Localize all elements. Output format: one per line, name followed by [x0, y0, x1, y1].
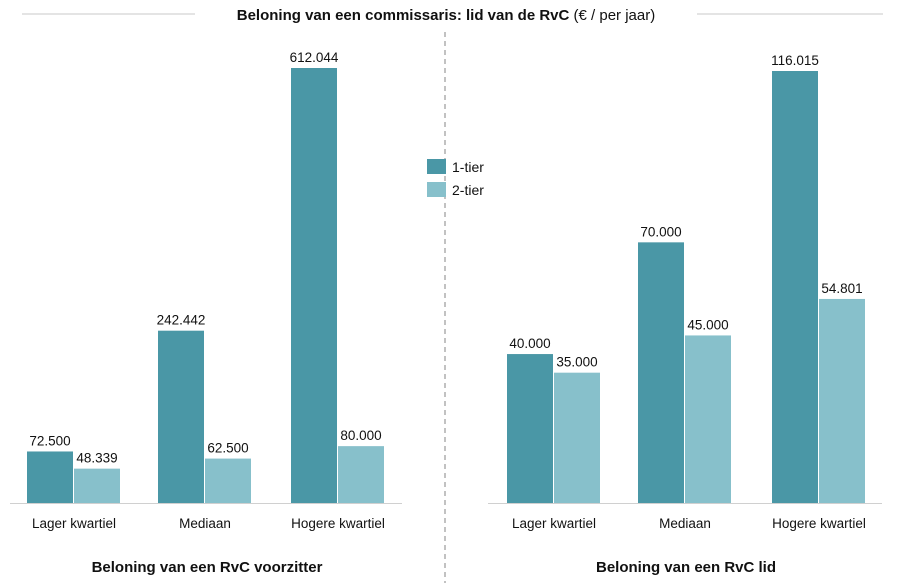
subchart-title: Beloning van een RvC voorzitter	[92, 559, 323, 576]
bar-2-tier-1	[554, 372, 600, 503]
legend-swatch-2-tier	[427, 182, 446, 197]
subchart-title: Beloning van een RvC lid	[596, 559, 776, 576]
bar-1-tier-1	[507, 354, 553, 503]
chart-title: Beloning van een commissaris: lid van de…	[237, 7, 655, 24]
bar-2-tier-2	[205, 458, 251, 503]
category-label: Mediaan	[659, 516, 711, 531]
data-label: 35.000	[556, 355, 597, 370]
category-label: Hogere kwartiel	[772, 516, 866, 531]
data-label: 242.442	[157, 313, 206, 328]
bar-1-tier-2	[158, 330, 204, 503]
chart-title-bold: Beloning van een commissaris: lid van de…	[237, 7, 570, 24]
bar-2-tier-3	[338, 446, 384, 503]
bar-2-tier-1	[74, 468, 120, 503]
data-label: 612.044	[290, 50, 339, 65]
bar-1-tier-3	[772, 71, 818, 503]
legend-label-1-tier: 1-tier	[452, 159, 484, 175]
category-label: Mediaan	[179, 516, 231, 531]
data-label: 40.000	[509, 336, 550, 351]
bar-1-tier-1	[27, 451, 73, 503]
legend-label-2-tier: 2-tier	[452, 182, 484, 198]
bar-2-tier-2	[685, 335, 731, 503]
chart-title-unit: (€ / per jaar)	[569, 7, 655, 24]
data-label: 72.500	[29, 433, 70, 448]
legend: 1-tier 2-tier	[427, 159, 484, 198]
data-label: 80.000	[340, 428, 381, 443]
category-label: Hogere kwartiel	[291, 516, 385, 531]
category-label: Lager kwartiel	[512, 516, 596, 531]
category-label: Lager kwartiel	[32, 516, 116, 531]
data-label: 62.500	[207, 441, 248, 456]
bar-1-tier-3	[291, 68, 337, 503]
data-label: 116.015	[771, 53, 819, 68]
data-label: 45.000	[687, 317, 728, 332]
data-label: 54.801	[821, 281, 862, 296]
bar-2-tier-3	[819, 298, 865, 503]
bar-1-tier-2	[638, 242, 684, 503]
data-label: 48.339	[76, 451, 117, 466]
data-label: 70.000	[640, 224, 681, 239]
legend-swatch-1-tier	[427, 159, 446, 174]
